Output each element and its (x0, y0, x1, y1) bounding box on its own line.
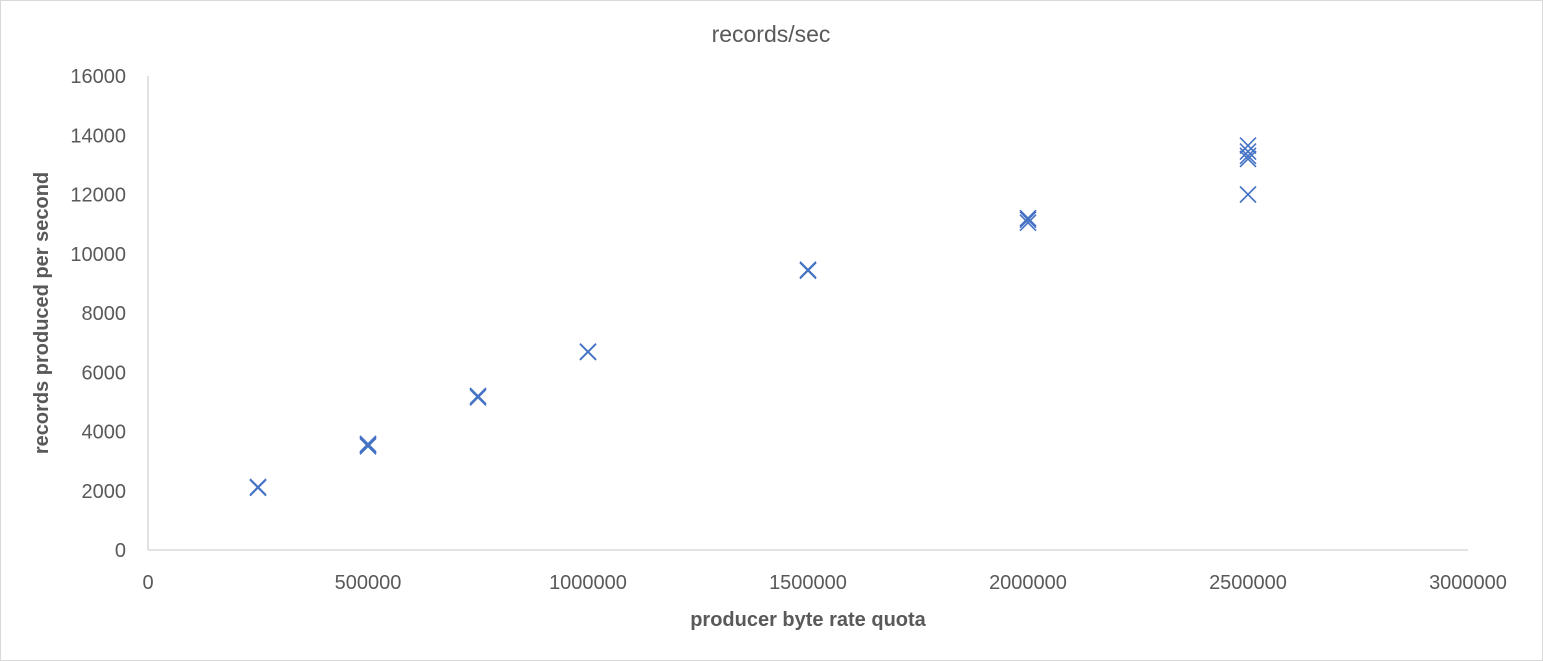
data-point-marker (1239, 150, 1257, 168)
data-point-marker (1019, 209, 1037, 227)
data-point-marker (799, 261, 817, 279)
data-point-marker (1019, 211, 1037, 229)
data-point-marker (359, 437, 377, 455)
chart-title: records/sec (712, 21, 831, 47)
y-tick-label: 0 (115, 540, 126, 562)
data-point-marker (469, 387, 487, 405)
data-point-marker (579, 342, 597, 361)
data-point-marker (1239, 142, 1257, 161)
x-axis-title: producer byte rate quota (690, 609, 926, 631)
data-point-marker (1019, 214, 1037, 232)
y-axis-title: records produced per second (31, 172, 53, 454)
x-axis-ticks: 0 500000 1000000 1500000 2000000 2500000 30000… (142, 572, 1507, 594)
y-tick-label: 8000 (82, 303, 127, 325)
y-axis-ticks: 0 2000 4000 6000 8000 10000 12000 14000 16000 (70, 66, 126, 562)
data-point-marker (1239, 185, 1257, 204)
data-point-marker (469, 388, 487, 406)
x-tick-label: 0 (142, 572, 153, 594)
data-point-marker (1239, 137, 1257, 155)
x-tick-label: 2500000 (1209, 572, 1287, 594)
y-tick-label: 6000 (82, 362, 127, 384)
data-points (249, 137, 1257, 497)
y-tick-label: 12000 (70, 185, 126, 207)
y-tick-label: 2000 (82, 481, 127, 503)
y-tick-label: 16000 (70, 66, 126, 88)
y-tick-label: 14000 (70, 125, 126, 147)
data-point-marker (359, 435, 377, 453)
y-tick-label: 4000 (82, 422, 127, 444)
x-tick-label: 2000000 (989, 572, 1067, 594)
x-tick-label: 1000000 (549, 572, 627, 594)
y-tick-label: 10000 (70, 244, 126, 266)
x-tick-label: 3000000 (1429, 572, 1507, 594)
x-tick-label: 1500000 (769, 572, 847, 594)
data-point-marker (249, 478, 267, 496)
data-point-marker (359, 436, 377, 454)
x-tick-label: 500000 (335, 572, 402, 594)
